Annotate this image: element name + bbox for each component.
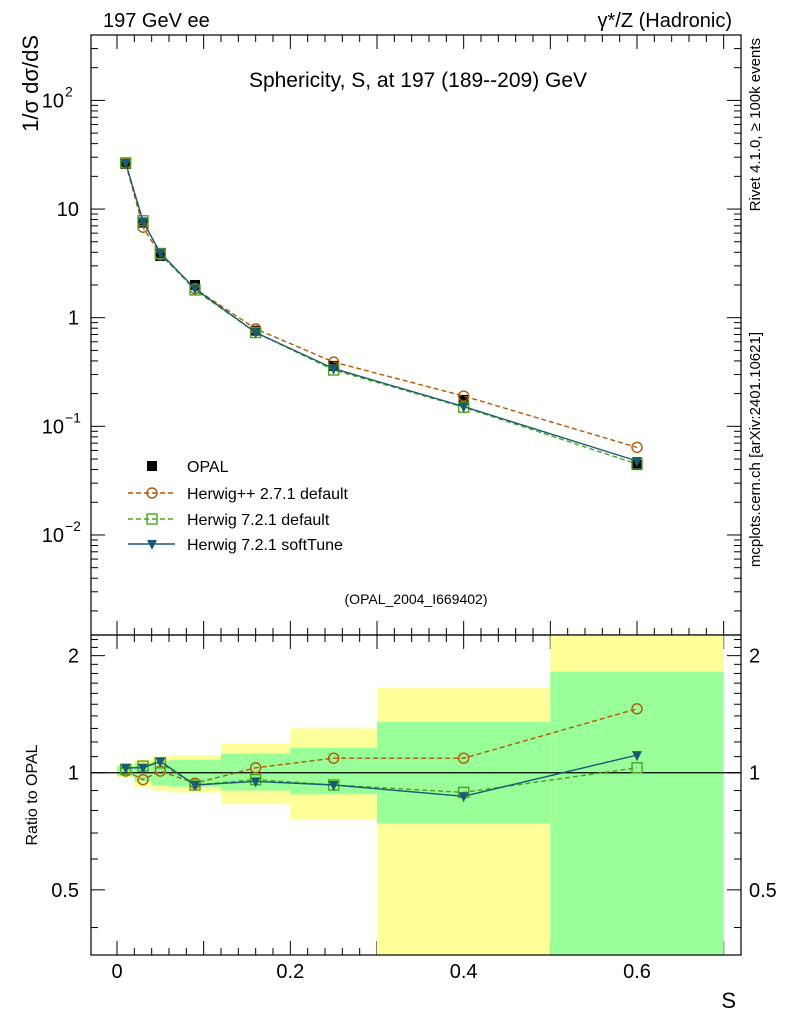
y-tick-label: 10 <box>42 416 64 438</box>
data-point <box>250 328 261 339</box>
x-axis-label: S <box>721 988 736 1013</box>
series-line <box>125 162 638 462</box>
y-tick-label: 1 <box>68 308 79 330</box>
data-point <box>155 248 166 259</box>
mcplots-source-label: mcplots.cern.ch [arXiv:2401.10621] <box>747 332 764 567</box>
ratio-data-point <box>250 777 261 788</box>
ratio-frame <box>90 634 742 956</box>
y-axis-label: 1/σ dσ/dS <box>18 35 43 132</box>
data-point <box>458 394 469 405</box>
ratio-y-tick-label-right: 1 <box>749 763 760 785</box>
y-tick-label-exponent: 2 <box>65 83 73 99</box>
legend-marker <box>146 513 158 525</box>
ratio-panel: 0 0.2 0.4 0.6 S 0.5 0.5 1 1 2 2 Ratio to OPAL <box>24 634 777 1013</box>
legend-marker <box>146 487 158 499</box>
x-tick-label: 0 <box>111 961 122 983</box>
header-process-label: γ*/Z (Hadronic) <box>598 10 732 32</box>
data-point <box>458 402 469 413</box>
rivet-version-label: Rivet 4.1.0, ≥ 100k events <box>747 38 764 211</box>
ratio-data-point <box>120 763 131 774</box>
x-tick-label: 0.6 <box>623 961 651 983</box>
analysis-watermark: (OPAL_2004_I669402) <box>345 591 488 607</box>
ratio-y-tick-label: 0.5 <box>51 880 79 902</box>
legend-label: Herwig++ 2.7.1 default <box>187 486 349 503</box>
y-tick-label-exponent: −2 <box>65 518 81 534</box>
legend-label: OPAL <box>187 459 229 476</box>
ratio-data-point <box>137 773 149 786</box>
data-point <box>190 284 200 295</box>
y-tick-label: 10 <box>42 90 64 112</box>
data-point <box>120 159 131 170</box>
ratio-data-point <box>327 752 340 764</box>
ratio-data-point <box>328 781 339 792</box>
series-line <box>125 163 638 449</box>
x-tick-label: 0.4 <box>450 961 478 983</box>
legend-label: Herwig 7.2.1 default <box>187 512 330 529</box>
y-tick-label: 10 <box>42 525 64 547</box>
header-energy-label: 197 GeV ee <box>103 10 210 32</box>
data-point <box>138 217 148 228</box>
ratio-y-tick-label: 2 <box>68 646 79 668</box>
ratio-data-point <box>632 751 642 762</box>
legend-marker <box>147 540 157 550</box>
series-line <box>125 162 638 465</box>
ratio-band-1sigma <box>550 671 724 955</box>
ratio-series-line <box>125 708 638 784</box>
ratio-data-point <box>631 762 643 774</box>
data-point <box>632 456 642 467</box>
ratio-data-point <box>155 757 166 768</box>
x-tick-label: 0.2 <box>276 961 304 983</box>
y-tick-label: 10 <box>57 199 79 221</box>
ratio-data-point <box>138 763 148 774</box>
ratio-y-axis-label: Ratio to OPAL <box>24 744 41 845</box>
ratio-data-point <box>190 781 200 792</box>
ratio-data-point <box>249 762 262 774</box>
ratio-data-point <box>631 703 643 715</box>
legend-marker <box>147 461 157 471</box>
ratio-data-point <box>458 792 469 803</box>
chart-title: Sphericity, S, at 197 (189--209) GeV <box>249 69 587 92</box>
data-point <box>328 364 339 375</box>
data-point <box>457 390 470 402</box>
legend-label: Herwig 7.2.1 softTune <box>187 537 343 554</box>
data-point <box>631 441 643 454</box>
ratio-y-tick-label-right: 0.5 <box>749 880 777 902</box>
ratio-y-tick-label: 1 <box>68 763 79 785</box>
y-tick-label-exponent: −1 <box>65 409 81 425</box>
ratio-data-point <box>457 752 470 764</box>
ratio-y-tick-label-right: 2 <box>749 646 760 668</box>
